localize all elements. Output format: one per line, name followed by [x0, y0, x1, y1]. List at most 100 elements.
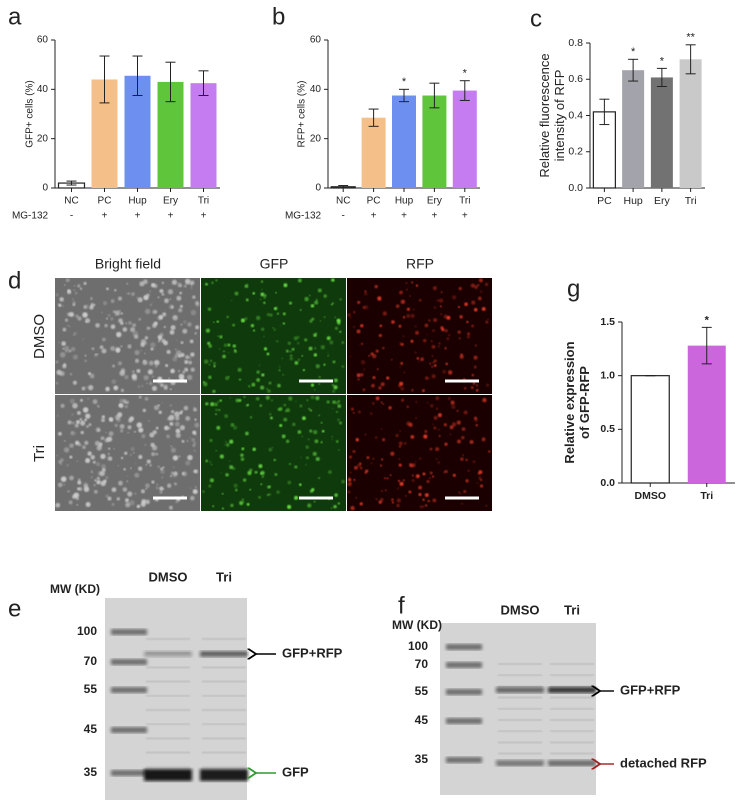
- y-axis-label: RFP+ cells (%): [297, 81, 308, 148]
- cell: [304, 296, 309, 302]
- cell: [101, 415, 105, 419]
- cell: [478, 278, 483, 283]
- cell: [357, 378, 360, 381]
- cell: [70, 430, 76, 436]
- cell: [378, 386, 382, 390]
- cell: [193, 449, 196, 452]
- cell: [127, 425, 132, 430]
- bar: [422, 95, 447, 188]
- cell: [306, 399, 309, 402]
- cell: [314, 300, 319, 305]
- cell: [91, 347, 95, 351]
- cell: [168, 415, 175, 421]
- cell: [437, 461, 441, 464]
- cell: [82, 338, 84, 341]
- cell: [58, 303, 62, 307]
- cell: [90, 476, 93, 479]
- cell: [350, 505, 355, 511]
- cell: [212, 505, 215, 508]
- cell: [64, 345, 70, 351]
- cell: [171, 279, 178, 285]
- cell: [401, 398, 405, 402]
- cell: [399, 366, 402, 368]
- band-label: GFP+RFP: [620, 682, 681, 697]
- cell: [58, 460, 62, 464]
- cell: [371, 383, 375, 388]
- cell: [144, 397, 149, 401]
- bar: [622, 70, 645, 188]
- cell: [209, 359, 213, 363]
- cell: [63, 447, 70, 453]
- cell: [195, 301, 200, 306]
- cell: [245, 431, 249, 436]
- cell: [174, 411, 180, 417]
- cell: [473, 355, 478, 360]
- cell: [193, 490, 196, 493]
- cell: [205, 328, 210, 333]
- cell: [63, 363, 67, 366]
- cell: [171, 446, 174, 448]
- cell: [59, 371, 65, 377]
- cell: [180, 341, 183, 344]
- cell: [429, 447, 433, 451]
- cell: [240, 457, 245, 461]
- cell: [189, 437, 191, 439]
- x-tick-label: Hup: [623, 195, 642, 207]
- cell: [380, 464, 383, 467]
- treatment-sign: +: [201, 211, 207, 222]
- x-tick-label: Tri: [700, 490, 713, 502]
- cell: [399, 381, 404, 386]
- faint-band: [146, 666, 190, 669]
- cell: [65, 278, 70, 283]
- cell: [378, 333, 382, 338]
- cell: [359, 466, 363, 470]
- cell: [254, 470, 258, 474]
- cell: [335, 440, 339, 443]
- cell: [334, 493, 338, 497]
- cell: [218, 408, 221, 412]
- cell: [203, 381, 208, 387]
- cell: [302, 369, 305, 372]
- cell: [337, 404, 342, 408]
- cell: [72, 402, 78, 409]
- error-bar: [628, 58, 639, 82]
- band: [144, 651, 192, 657]
- cell: [74, 423, 79, 428]
- cell: [339, 298, 342, 301]
- cell: [97, 405, 100, 408]
- cell: [107, 452, 110, 455]
- cell: [168, 482, 171, 484]
- faint-band: [202, 723, 246, 726]
- cell: [255, 396, 260, 401]
- cell: [256, 315, 261, 321]
- cell: [137, 297, 143, 303]
- cell: [311, 317, 315, 321]
- cell: [313, 429, 318, 435]
- cell: [169, 298, 171, 300]
- cell: [485, 320, 489, 324]
- cell: [278, 365, 281, 368]
- cell: [310, 395, 315, 400]
- cell: [334, 326, 338, 330]
- cell: [476, 482, 479, 484]
- x-tick-label: Ery: [427, 196, 442, 207]
- cell: [471, 324, 475, 328]
- cell: [445, 362, 449, 366]
- cell: [409, 295, 411, 297]
- cell: [208, 375, 212, 380]
- cell: [138, 395, 142, 399]
- cell: [96, 445, 102, 451]
- cell: [399, 430, 401, 432]
- cell: [227, 352, 229, 354]
- x-tick-label: Tri: [685, 195, 697, 207]
- cell: [395, 434, 399, 438]
- cell: [131, 373, 137, 380]
- cell: [295, 496, 298, 499]
- cell: [265, 395, 270, 400]
- image-background: [55, 278, 200, 394]
- cell: [320, 421, 323, 424]
- cell: [147, 369, 153, 375]
- cell: [110, 299, 115, 303]
- cell: [179, 291, 182, 295]
- cell: [349, 316, 352, 319]
